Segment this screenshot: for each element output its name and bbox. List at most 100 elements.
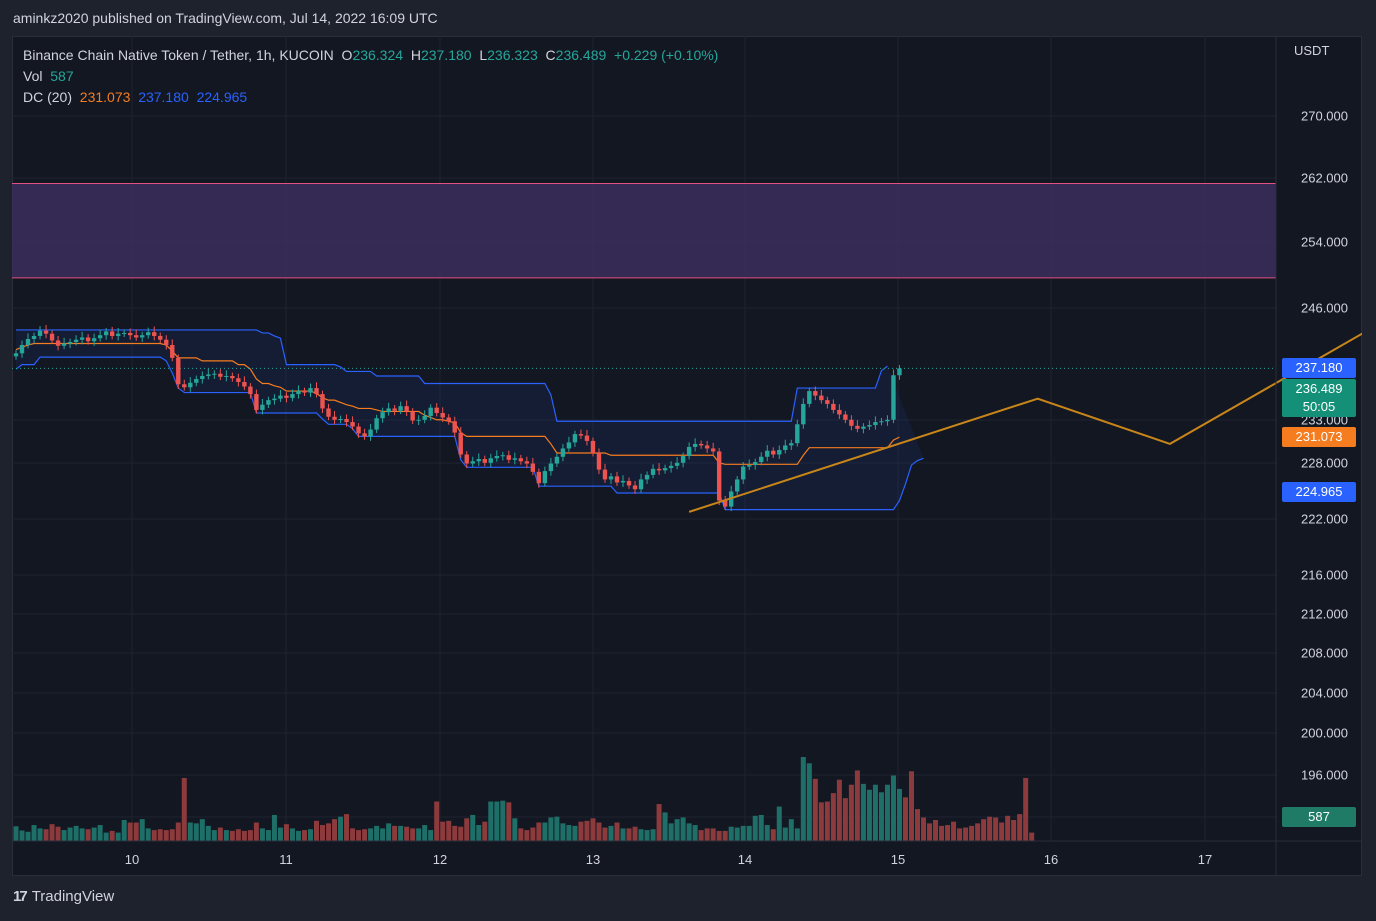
candle-body [188, 382, 193, 388]
candle [704, 440, 710, 453]
candle [536, 468, 542, 488]
publish-info: aminkz2020 published on TradingView.com,… [13, 10, 438, 26]
price-axis-ticks: 270.000262.000254.000246.000233.000228.0… [1301, 109, 1348, 825]
time-tick-label: 12 [433, 852, 447, 867]
candle-body [386, 408, 391, 413]
candle [440, 407, 445, 423]
volume-bar [205, 825, 211, 841]
candle [236, 373, 241, 387]
volume-tag: 587 [1282, 807, 1356, 827]
candle-body [314, 388, 319, 395]
candle-body [97, 335, 103, 339]
candle-body [831, 403, 836, 410]
candle-body [638, 479, 644, 490]
volume-bar [37, 828, 43, 841]
footer-brand[interactable]: 17 TradingView [13, 888, 114, 905]
candle [542, 466, 548, 487]
volume-bar [674, 819, 680, 841]
volume-bar [440, 821, 446, 841]
volume-bar [85, 829, 91, 841]
volume-bar [320, 825, 326, 841]
donchian-channel-fill [16, 329, 924, 510]
volume-bar [115, 832, 121, 841]
candle-body [554, 456, 560, 464]
volume-bar [428, 830, 434, 841]
candle [837, 404, 842, 420]
candle [566, 436, 572, 452]
candle [272, 394, 277, 405]
candle-body [398, 406, 403, 411]
candle [302, 387, 307, 396]
volume-bar [43, 829, 49, 841]
candle [416, 415, 421, 426]
volume-bar [638, 829, 644, 841]
candle [85, 334, 91, 345]
candle-body [368, 429, 373, 437]
close-label: C [545, 47, 556, 63]
symbol-title: Binance Chain Native Token / Tether, 1h,… [23, 47, 334, 63]
candle [662, 464, 668, 474]
candle-body [344, 419, 349, 423]
candle-body [542, 471, 548, 484]
high-label: H [410, 47, 421, 63]
candle [855, 420, 860, 433]
candle [849, 415, 854, 431]
candle-body [260, 404, 265, 410]
volume-bar [326, 823, 332, 841]
candle [512, 452, 518, 465]
candle [500, 451, 506, 461]
volume-bar [981, 819, 987, 841]
candle [650, 464, 656, 479]
price-tick-label: 196.000 [1301, 768, 1348, 783]
candle-body [789, 443, 794, 446]
candle [224, 370, 229, 382]
volume-bar [410, 828, 416, 841]
volume-bar [933, 820, 939, 841]
price-chart[interactable]: USDT 270.000262.000254.000246.000233.000… [12, 36, 1362, 876]
candle-body [765, 450, 770, 457]
candle-body [158, 335, 163, 340]
candle [374, 414, 379, 433]
candle-body [722, 500, 728, 507]
candle-body [771, 450, 776, 455]
candle-body [698, 443, 704, 446]
volume-bar [25, 831, 31, 841]
candle-body [506, 455, 512, 460]
candle [795, 419, 800, 447]
volume-bar [350, 828, 356, 841]
volume-bar [494, 801, 500, 841]
candle [61, 337, 67, 350]
candle [638, 473, 644, 493]
dc-label: DC (20) [23, 89, 73, 105]
candle [524, 456, 530, 469]
volume-bar [181, 778, 187, 841]
volume-tag-bg [1282, 807, 1356, 827]
price-tick-label: 212.000 [1301, 607, 1348, 622]
candle [127, 328, 133, 340]
candle-body [596, 452, 602, 470]
candle [67, 338, 73, 349]
candle [194, 375, 199, 387]
candle-body [242, 382, 247, 387]
price-tick-label: 254.000 [1301, 235, 1348, 250]
candle [230, 372, 235, 382]
candle-body [380, 412, 385, 419]
volume-bar [151, 830, 157, 841]
candle-body [43, 330, 49, 334]
volume-bar [145, 828, 151, 841]
volume-bar [704, 828, 710, 841]
candle [91, 333, 97, 346]
candle-body [103, 331, 109, 336]
candle [656, 463, 662, 475]
volume-bar [908, 771, 914, 841]
candle [452, 416, 457, 438]
candle [464, 451, 469, 469]
volume-bar [830, 793, 836, 841]
candle [398, 401, 403, 415]
dc-upper-tag-text: 237.180 [1296, 360, 1343, 375]
volume-bar [289, 828, 295, 841]
candle-body [741, 466, 746, 480]
price-tick-label: 222.000 [1301, 512, 1348, 527]
candle [801, 398, 806, 429]
volume-bar [277, 827, 283, 841]
